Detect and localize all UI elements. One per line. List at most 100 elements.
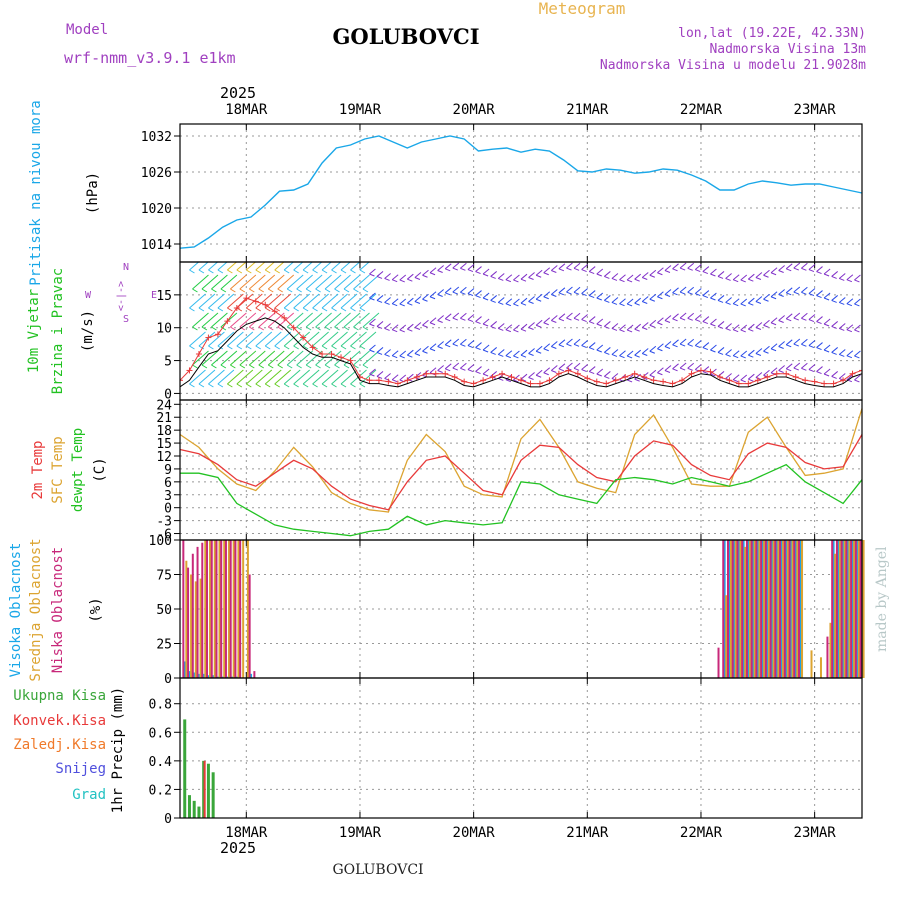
- wind-arrow: [786, 292, 792, 296]
- wind-arrow: [384, 353, 390, 357]
- wind-flag: [198, 307, 205, 312]
- wind-arrow: [581, 264, 588, 270]
- footer-station: GOLUBOVCI: [332, 862, 423, 878]
- wind-flag: [277, 326, 283, 331]
- wind-flag: [239, 312, 257, 328]
- wind-flag: [220, 364, 227, 369]
- wind-arrow: [808, 319, 815, 323]
- wind-flag: [255, 331, 273, 347]
- wind-arrow: [846, 298, 854, 305]
- wind-arrow: [505, 355, 512, 359]
- wind-arrow: [376, 347, 384, 353]
- wind-arrow: [687, 312, 695, 319]
- wind-arrow: [573, 286, 581, 293]
- wind-arrow: [550, 315, 558, 321]
- day-label-top: 20MAR: [453, 102, 496, 118]
- wind-arrow: [535, 345, 543, 352]
- wind-arrow: [452, 338, 460, 345]
- wind-legend-n: N: [123, 262, 129, 273]
- wind-flag: [264, 369, 282, 385]
- wind-arrow: [422, 319, 429, 326]
- wind-flag: [258, 326, 265, 331]
- wind-flag: [359, 262, 370, 271]
- wind-arrow: [725, 297, 732, 303]
- wind-arrow: [581, 293, 587, 297]
- wind-flag: [208, 293, 225, 309]
- wind-flag: [362, 326, 369, 331]
- wind-arrow: [861, 355, 862, 356]
- wind-flag: [321, 345, 328, 350]
- wind-arrow: [664, 370, 671, 373]
- wind-flag: [283, 269, 290, 274]
- wind-arrow: [505, 329, 512, 333]
- wind-arrow: [611, 323, 619, 329]
- wind-arrow: [854, 298, 861, 305]
- wind-arrow: [452, 267, 458, 271]
- wind-arrow: [550, 289, 558, 295]
- wind-arrow: [543, 367, 551, 374]
- wind-flag: [236, 331, 254, 347]
- wind-flag: [255, 262, 266, 271]
- wind-arrow: [551, 294, 557, 297]
- wind-arrow: [513, 374, 520, 381]
- high-cloud-axis-label: Visoka Oblacnost: [8, 543, 24, 678]
- elevation-text: Nadmorska Visina 13m: [709, 42, 866, 57]
- wind-flag: [321, 383, 328, 388]
- wind-arrow: [604, 321, 611, 327]
- wind-arrow: [422, 324, 428, 328]
- wind-arrow: [687, 262, 695, 269]
- wind-flag: [312, 331, 329, 347]
- wind-flag: [340, 262, 351, 271]
- wind-arrow: [535, 374, 542, 378]
- wind-arrow: [376, 371, 384, 377]
- wind-arrow: [399, 279, 405, 283]
- wind-arrow: [717, 271, 725, 277]
- wind-arrow: [861, 379, 862, 380]
- wind-arrow: [854, 324, 861, 331]
- wind-arrow: [437, 370, 443, 373]
- wind-flag: [208, 307, 214, 312]
- wind-arrow: [581, 314, 588, 320]
- wind-arrow: [475, 347, 481, 351]
- wind-arrow: [619, 329, 625, 333]
- wind-arrow: [831, 321, 839, 327]
- wind-arrow: [482, 273, 489, 277]
- wind-flag: [312, 269, 318, 274]
- wind-flag: [189, 262, 200, 271]
- wind-arrow: [710, 273, 716, 277]
- wind-flag: [189, 269, 195, 274]
- wind-flag: [217, 293, 235, 309]
- wind-flag: [227, 383, 233, 388]
- wind-arrow: [695, 269, 701, 273]
- year-label-bottom: 2025: [220, 839, 256, 857]
- wind-arrow: [422, 269, 429, 276]
- wind-arrow: [702, 295, 709, 299]
- wind-arrow: [710, 323, 716, 327]
- wind-arrow: [816, 366, 823, 372]
- wind-flag: [350, 307, 356, 312]
- wind-arrow: [801, 367, 807, 371]
- wind-flag: [227, 369, 244, 385]
- wind-arrow: [475, 321, 481, 325]
- wind-arrow: [657, 343, 664, 350]
- wind-arrow: [732, 324, 740, 331]
- wind-flag: [343, 326, 350, 331]
- wind-arrow: [528, 327, 534, 330]
- wind-flag: [258, 274, 276, 290]
- ytick-label: 25: [156, 638, 172, 653]
- wind-arrow: [399, 324, 407, 331]
- wind-arrow: [672, 292, 678, 296]
- wind-flag: [315, 274, 332, 290]
- wind-arrow: [414, 348, 422, 354]
- wind-arrow: [861, 278, 862, 280]
- ytick-label: 3: [164, 489, 172, 504]
- wind-arrow: [823, 349, 830, 353]
- wind-arrow: [755, 296, 763, 302]
- wind-flag: [208, 269, 214, 274]
- wind-arrow: [861, 378, 862, 380]
- panel-pressure: 1014 1020 1026 1032: [141, 124, 863, 262]
- wind-flag: [293, 262, 304, 271]
- wind-arrow: [573, 312, 581, 319]
- wind-arrow: [634, 273, 641, 280]
- pressure-unit: (hPa): [85, 172, 101, 214]
